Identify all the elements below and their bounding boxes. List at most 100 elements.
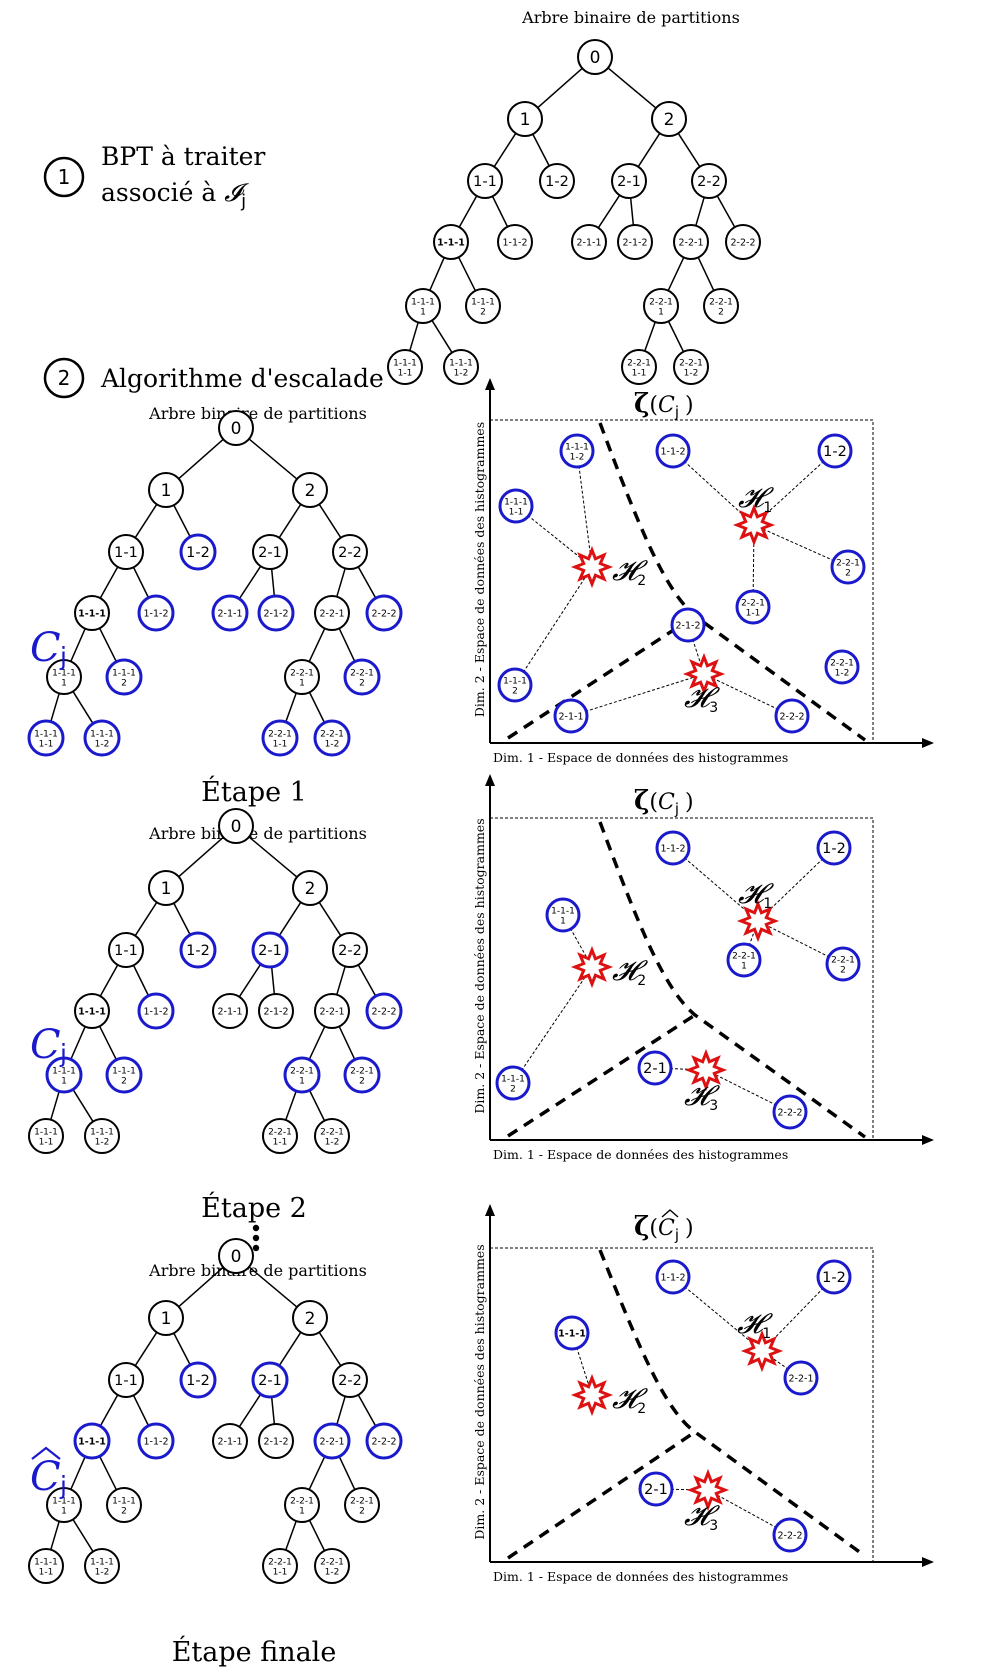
- data-point: 2-2-2: [772, 1517, 808, 1553]
- tree-node-circle: [467, 163, 503, 199]
- tree-node-112: 1-1-2: [137, 594, 175, 632]
- data-point-circle: [655, 1259, 691, 1295]
- tree-edge: [667, 320, 685, 353]
- tree-node-label: 1: [420, 308, 426, 318]
- tree-node-label: 2-2-2: [372, 1006, 397, 1017]
- data-point-label: 1-1-2: [661, 843, 686, 854]
- tree-node-circle: [251, 1361, 289, 1399]
- tree-edge: [132, 964, 150, 997]
- tree-edge: [318, 901, 342, 937]
- tree-node-circle: [27, 719, 65, 757]
- data-point-label: 1-1: [509, 508, 524, 518]
- tree-node-label: 2-2: [697, 174, 721, 190]
- tree-node-2: 2: [292, 1300, 328, 1336]
- tree-node-label: 2-1-2: [264, 1006, 289, 1017]
- tree-node-circle: [433, 224, 469, 260]
- tree-node-11112: 1-1-11-2: [84, 1548, 120, 1584]
- tree-node-21: 2-1: [251, 931, 289, 969]
- tree-node-0: 0: [218, 1238, 254, 1274]
- tree-node-label: 1: [61, 1507, 67, 1517]
- tree-node-label: 2-2-1: [320, 730, 344, 740]
- stage-final-tree: 0 1 2 1-1 1-2 2-1 2-2 1-1-1 1-1-2 2-1-1 2-1-2 2-2-1…: [28, 1238, 403, 1584]
- tree-node-label: 2-2: [338, 1373, 362, 1389]
- tree-edge: [132, 566, 150, 599]
- data-point-circle: [772, 1094, 808, 1130]
- data-point-label: 1-2: [570, 453, 585, 463]
- point-centroid-link: [512, 966, 593, 1084]
- tree-node-label: 2-2-1: [679, 237, 704, 248]
- tree-node-circle: [261, 719, 299, 757]
- tree-node-label: 2: [305, 481, 316, 501]
- tree-node-label: 2-2-1: [268, 730, 292, 740]
- tree-node-label: 0: [231, 1247, 242, 1267]
- data-point-label: 1-2: [823, 444, 847, 460]
- step1-marker: 1: [43, 156, 85, 198]
- cut-symbol: C: [30, 1022, 61, 1068]
- centroid-star-3: [682, 652, 726, 696]
- tree-node-2: 2: [292, 472, 328, 508]
- tree-node-22111: 2-2-11-1: [621, 349, 657, 385]
- data-point-label: 2-2-2: [778, 1530, 803, 1541]
- tree-edge: [99, 964, 119, 997]
- data-point: 2-1: [637, 1050, 673, 1086]
- tree-node-circle: [539, 163, 575, 199]
- data-point: 1-2: [816, 830, 852, 866]
- tree-node-circle: [148, 1300, 184, 1336]
- tree-node-11: 1-1: [467, 163, 503, 199]
- data-point-label: 2-2-1: [789, 1373, 814, 1384]
- tree-node-label: 1-1-1: [411, 298, 435, 308]
- tree-edge: [338, 1456, 356, 1490]
- tree-node-label: 2-2-1: [320, 1128, 344, 1138]
- tree-node-circle: [332, 1362, 368, 1398]
- tree-node-22112: 2-2-11-2: [314, 1118, 350, 1154]
- point-centroid-link: [672, 847, 759, 922]
- centroid-star-3: [686, 1468, 730, 1512]
- ellipsis-dot: [252, 1234, 260, 1242]
- tree-node-label: 1-1-1: [78, 1006, 106, 1017]
- tree-node-circle: [332, 534, 368, 570]
- data-point: 1-1-12: [495, 1065, 531, 1101]
- tree-edge: [50, 1091, 60, 1120]
- tree-node-1111: 1-1-11: [405, 288, 441, 324]
- point-centroid-link: [570, 673, 705, 717]
- tree-edge: [278, 503, 302, 539]
- centroid-label-3: 𝓗3: [684, 1079, 720, 1114]
- tree-node-label: 1-1: [114, 545, 138, 561]
- tree-node-221: 2-2-1: [313, 1422, 351, 1460]
- cluster-boundary: [507, 614, 696, 740]
- data-point: 2-1-1: [553, 698, 589, 734]
- tree-node-label: 2-2-2: [372, 1436, 397, 1447]
- tree-edge: [336, 568, 346, 597]
- tree-node-22111: 2-2-11-1: [261, 719, 299, 757]
- tree-edge: [285, 1090, 297, 1121]
- tree-edge: [308, 1519, 326, 1552]
- tree-edge: [493, 132, 517, 168]
- tree-node-1: 1: [148, 1300, 184, 1336]
- tree-node-label: 1-1: [114, 1373, 138, 1389]
- tree-node-12: 1-2: [179, 533, 217, 571]
- data-point: 1-1-1: [554, 1315, 590, 1351]
- tree-node-label: 1: [299, 1077, 305, 1087]
- tree-node-circle: [387, 349, 423, 385]
- data-point: 1-1-11-1: [498, 488, 534, 524]
- tree-node-11112: 1-1-11-2: [83, 719, 121, 757]
- plot-frame: [490, 419, 874, 743]
- tree-edge: [50, 1521, 60, 1550]
- tree-node-label: 1-2: [325, 1568, 340, 1578]
- tree-node-1111: 1-1-11: [46, 659, 82, 695]
- tree-edge: [338, 1026, 356, 1060]
- tree-node-label: 2: [121, 1077, 127, 1087]
- tree-node-label: 1-1: [632, 369, 647, 379]
- tree-edge: [173, 1332, 191, 1366]
- x-axis-label: Dim. 1 - Espace de données des histogram…: [493, 1569, 788, 1584]
- tree-node-circle: [343, 1056, 381, 1094]
- data-point-circle: [774, 698, 810, 734]
- tree-node-label: 1-1-1: [34, 1558, 58, 1568]
- tree-edge: [72, 1519, 94, 1552]
- tree-node-22112: 2-2-11-2: [313, 719, 351, 757]
- tree-node-label: 1-1-1: [393, 359, 417, 369]
- top-tree-title: Arbre binaire de partitions: [521, 8, 740, 27]
- centroid-star-2: [570, 945, 614, 989]
- point-centroid-link: [576, 450, 593, 568]
- tree-node-label: 1-2: [454, 369, 469, 379]
